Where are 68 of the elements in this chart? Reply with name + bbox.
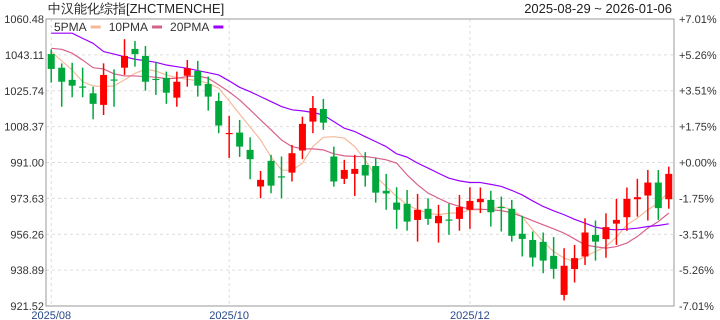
y-tick-label: 921.52 — [10, 301, 44, 313]
candlestick — [487, 190, 494, 228]
candlestick — [540, 232, 547, 274]
candlestick — [257, 170, 264, 199]
y-tick-label: 1025.74 — [4, 86, 44, 98]
candlestick — [288, 144, 296, 182]
y-tick-label: 956.26 — [10, 229, 44, 242]
candlestick — [456, 194, 463, 232]
candlestick — [236, 119, 244, 158]
candlestick — [592, 220, 599, 262]
candlestick — [518, 215, 526, 258]
y2-tick-label: -5.26% — [679, 265, 714, 278]
legend-label: 5PMA — [54, 20, 87, 34]
candlestick — [476, 186, 484, 214]
candlestick — [435, 204, 442, 244]
candlestick — [571, 244, 578, 284]
candlestick — [246, 136, 254, 180]
candlestick — [351, 154, 358, 197]
legend-label: 10PMA — [108, 20, 148, 34]
candlestick — [623, 186, 630, 232]
y-tick-label: 938.89 — [10, 265, 44, 278]
candlestick — [173, 70, 180, 108]
candlestick — [612, 198, 620, 246]
candlestick — [320, 98, 327, 131]
y2-tick-label: -1.75% — [679, 193, 714, 206]
candlestick — [68, 62, 76, 98]
candlestick — [131, 40, 138, 68]
x-tick-label: 2025/10 — [209, 310, 250, 320]
candlestick — [634, 178, 641, 218]
candlestick — [204, 76, 212, 112]
candlestick — [340, 159, 348, 185]
candlestick — [194, 60, 202, 98]
candlestick — [184, 59, 191, 88]
y2-tick-label: +1.75% — [679, 122, 717, 134]
y2-tick-label: +0.00% — [679, 158, 717, 170]
candlestick — [58, 62, 66, 108]
chart-title: 中汉能化综指[ZHCTMENCHE] — [48, 1, 224, 16]
candlestick — [414, 193, 422, 242]
candlestick — [550, 236, 558, 280]
x-tick-label: 2025/12 — [450, 310, 490, 320]
y2-tick-label: +5.26% — [679, 50, 717, 62]
y-tick-label: 991.00 — [10, 158, 44, 170]
candlestick — [362, 151, 369, 188]
candlestick — [382, 173, 390, 211]
y2-tick-label: -3.51% — [679, 229, 714, 242]
candlestick — [466, 186, 474, 230]
x-tick-label: 2025/08 — [31, 310, 72, 320]
candlestick — [309, 95, 316, 134]
legend-label: 20PMA — [170, 20, 210, 34]
candlestick — [529, 230, 536, 268]
candlestick — [121, 38, 128, 76]
y-tick-label: 1060.48 — [4, 14, 44, 26]
candlestick — [48, 48, 55, 84]
candlestick — [602, 212, 610, 258]
y-tick-label: 973.63 — [10, 193, 44, 206]
chart-subtitle: 2025-08-29 ~ 2026-01-06 — [524, 1, 672, 16]
candlestick — [162, 70, 170, 105]
y2-tick-label: -7.01% — [679, 301, 714, 313]
candlestick — [424, 197, 432, 226]
candlestick — [582, 218, 589, 266]
candlestick — [393, 186, 400, 230]
y-tick-label: 1043.11 — [5, 50, 44, 62]
y2-tick-label: +7.01% — [679, 14, 717, 26]
y2-tick-label: +3.51% — [679, 86, 717, 98]
y-tick-label: 1008.37 — [4, 122, 44, 134]
candlestick — [644, 169, 652, 222]
candlestick — [90, 86, 97, 120]
candlestick — [404, 189, 411, 232]
